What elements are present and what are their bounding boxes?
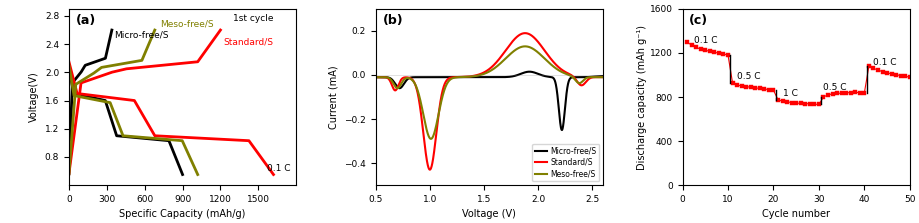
Text: 0.5 C: 0.5 C — [823, 83, 847, 92]
Text: (b): (b) — [382, 14, 403, 27]
Y-axis label: Discharge capacity (mAh g⁻¹): Discharge capacity (mAh g⁻¹) — [637, 25, 647, 169]
Text: 1 C: 1 C — [783, 89, 798, 98]
Text: (a): (a) — [75, 14, 96, 27]
Text: 0.5 C: 0.5 C — [737, 72, 761, 81]
X-axis label: Specific Capacity (mAh/g): Specific Capacity (mAh/g) — [119, 209, 245, 219]
Text: Meso-free/S: Meso-free/S — [160, 20, 213, 29]
Legend: Micro-free/S, Standard/S, Meso-free/S: Micro-free/S, Standard/S, Meso-free/S — [532, 144, 599, 181]
Y-axis label: Current (mA): Current (mA) — [329, 65, 339, 129]
Text: 1st cycle: 1st cycle — [233, 14, 273, 23]
Text: Standard/S: Standard/S — [223, 37, 274, 46]
Text: 0.1 C: 0.1 C — [267, 164, 290, 173]
Text: 0.1 C: 0.1 C — [873, 58, 897, 67]
Y-axis label: Voltage(V): Voltage(V) — [29, 72, 40, 122]
X-axis label: Cycle number: Cycle number — [762, 209, 830, 219]
X-axis label: Voltage (V): Voltage (V) — [462, 209, 516, 219]
Text: 0.1 C: 0.1 C — [694, 35, 718, 45]
Text: (c): (c) — [689, 14, 709, 27]
Text: Micro-free/S: Micro-free/S — [114, 30, 169, 39]
